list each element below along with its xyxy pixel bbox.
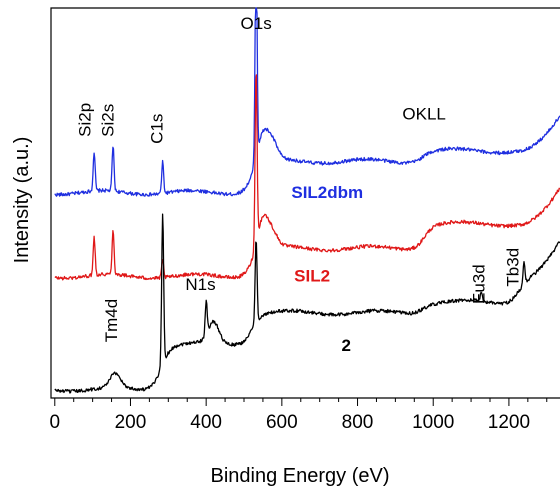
plot-frame	[50, 7, 560, 399]
annotations: O1s OKLL Si2p Si2s C1s N1s Tm4d Eu3d Tb3d SIL2dbm…	[76, 14, 523, 355]
x-axis-ticks: 0 200 400 600 800 1000 1200	[49, 398, 548, 433]
peak-label-tm4d: Tm4d	[102, 299, 121, 342]
peak-label-okll: OKLL	[402, 104, 445, 123]
peak-label-tb3d: Tb3d	[503, 248, 522, 287]
peak-label-si2s: Si2s	[98, 104, 117, 137]
plot-border	[50, 7, 560, 399]
series-sil2-line	[54, 74, 560, 281]
peak-label-c1s: C1s	[148, 114, 167, 144]
series-2-line	[54, 213, 560, 394]
peak-label-si2p: Si2p	[76, 103, 95, 137]
x-tick-label: 800	[342, 412, 374, 433]
x-axis-title: Binding Energy (eV)	[211, 465, 390, 487]
x-tick-label: 0	[49, 412, 60, 433]
x-tick-label: 400	[190, 412, 222, 433]
series-label-sil2: SIL2	[294, 266, 330, 285]
peak-label-n1s: N1s	[185, 275, 215, 294]
series-sil2dbm-line	[54, 7, 560, 197]
peak-label-o1s: O1s	[241, 14, 272, 33]
x-tick-label: 200	[115, 412, 147, 433]
series-layer	[54, 7, 560, 394]
x-tick-label: 600	[266, 412, 298, 433]
series-label-2: 2	[341, 336, 350, 355]
series-label-sil2dbm: SIL2dbm	[291, 183, 363, 202]
y-axis-title: Intensity (a.u.)	[11, 137, 33, 264]
x-tick-label: 1000	[412, 412, 454, 433]
peak-label-eu3d: Eu3d	[469, 264, 488, 304]
x-tick-label: 1200	[488, 412, 530, 433]
